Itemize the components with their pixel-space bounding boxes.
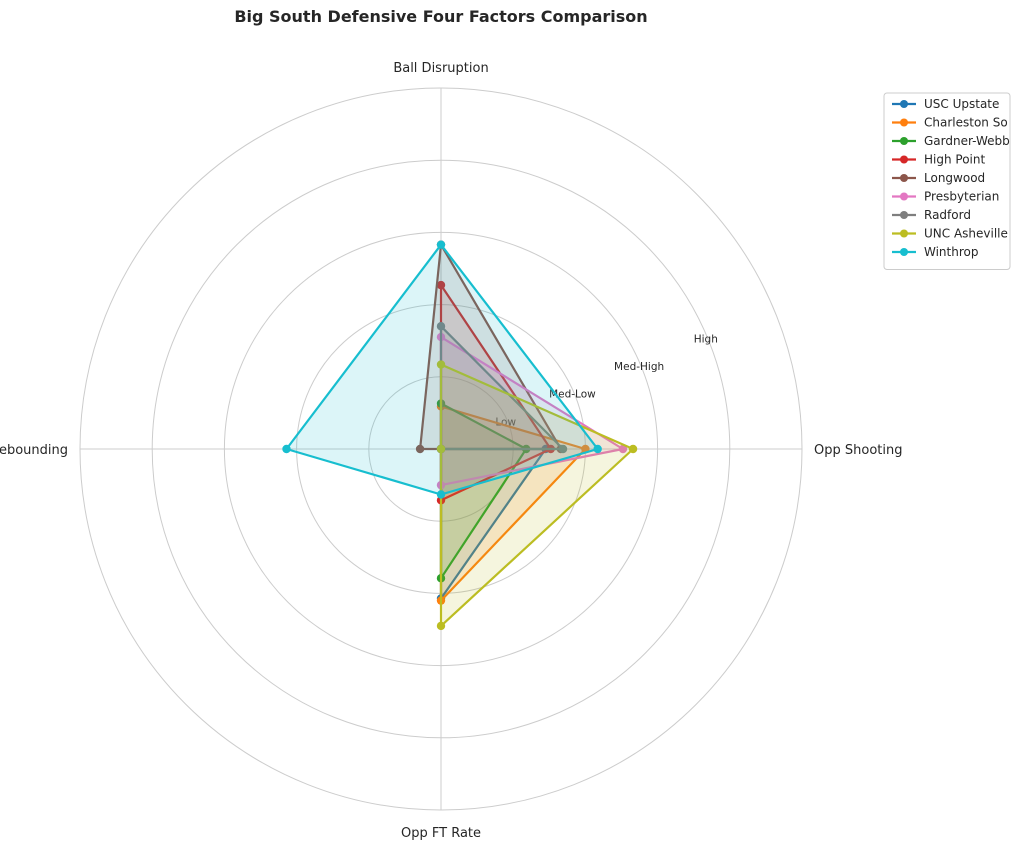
data-point	[628, 444, 638, 454]
legend-label: UNC Asheville	[924, 227, 1008, 241]
legend-label: USC Upstate	[924, 97, 999, 111]
ring-label: Low	[495, 416, 516, 428]
ring-label: Med-High	[614, 361, 664, 373]
legend-marker	[900, 174, 908, 182]
axis-label: Ball Disruption	[393, 61, 488, 76]
data-point	[558, 444, 568, 454]
legend-marker	[900, 192, 908, 201]
ring-label: High	[694, 333, 718, 345]
legend-label: Presbyterian	[924, 190, 999, 204]
data-point	[436, 444, 446, 454]
data-point	[436, 322, 446, 331]
data-point	[436, 621, 446, 631]
data-point	[436, 360, 446, 369]
legend-label: Longwood	[924, 171, 985, 185]
series-layer	[282, 240, 638, 631]
legend-marker	[900, 118, 908, 127]
axis-label: Def Rebounding	[0, 443, 68, 458]
axis-label: Opp Shooting	[814, 443, 902, 458]
data-point	[593, 444, 602, 454]
ring-label: Med-Low	[549, 389, 596, 401]
series-winthrop	[282, 240, 602, 499]
series-area	[441, 285, 551, 501]
legend-marker	[900, 211, 908, 219]
legend-marker	[900, 155, 908, 164]
data-point	[415, 444, 425, 454]
legend-marker	[900, 248, 908, 256]
legend-label: Gardner-Webb	[924, 134, 1010, 148]
legend-box	[883, 92, 1011, 270]
data-point	[436, 280, 446, 290]
legend-marker	[900, 100, 908, 108]
legend-marker	[900, 137, 908, 145]
data-point	[436, 490, 446, 499]
series-area	[286, 244, 598, 495]
axis-labels: Ball Disruption Opp Shooting Opp FT Rate De…	[0, 61, 902, 841]
series-area	[441, 403, 527, 579]
chart-title: Big South Defensive Four Factors Compari…	[234, 7, 647, 26]
legend-label: Winthrop	[924, 245, 978, 259]
axis-label: Opp FT Rate	[401, 826, 481, 841]
series-area	[441, 364, 634, 626]
data-point	[436, 240, 446, 249]
series-area	[420, 244, 561, 449]
ring-labels: Low Med-Low Med-High High	[495, 333, 718, 428]
legend-marker	[900, 229, 908, 238]
legend-label: High Point	[924, 153, 985, 167]
series-unc-asheville	[436, 360, 638, 631]
data-point	[618, 444, 628, 454]
data-point	[282, 444, 291, 454]
legend-label: Charleston So	[924, 116, 1008, 130]
series-area	[441, 406, 586, 601]
legend-label: Radford	[924, 208, 971, 222]
legend: USC Upstate Charleston So Gardner-Webb High…	[883, 92, 1011, 270]
